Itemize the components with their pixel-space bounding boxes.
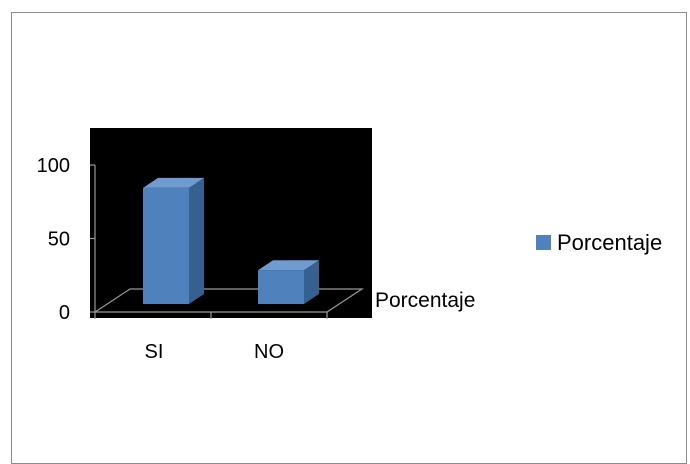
chart-axes bbox=[90, 164, 328, 319]
bar-front-face bbox=[258, 270, 304, 304]
bar-front-face bbox=[143, 187, 189, 304]
chart-legend: Porcentaje bbox=[536, 230, 662, 255]
bar-side-face bbox=[189, 177, 204, 304]
y-tick-label: 100 bbox=[37, 155, 70, 177]
y-tick-label: 0 bbox=[59, 302, 70, 324]
legend-label: Porcentaje bbox=[557, 230, 662, 255]
bar-top-face bbox=[143, 177, 204, 188]
y-tick-label: 50 bbox=[48, 229, 70, 251]
plot-background bbox=[90, 128, 372, 318]
chart-floor-plane bbox=[92, 288, 365, 313]
x-tick-label: SI bbox=[145, 341, 164, 363]
bar-no bbox=[258, 260, 319, 304]
chart-labels: 0 50 100 SI NO bbox=[37, 155, 284, 363]
bar-si bbox=[143, 177, 204, 304]
chart-floor bbox=[92, 288, 365, 313]
chart-bars bbox=[143, 177, 319, 304]
depth-axis-label: Porcentaje bbox=[375, 289, 475, 312]
bar-top-face bbox=[258, 260, 319, 271]
bar-side-face bbox=[304, 260, 319, 304]
legend-swatch bbox=[536, 235, 551, 250]
x-tick-label: NO bbox=[254, 341, 284, 363]
